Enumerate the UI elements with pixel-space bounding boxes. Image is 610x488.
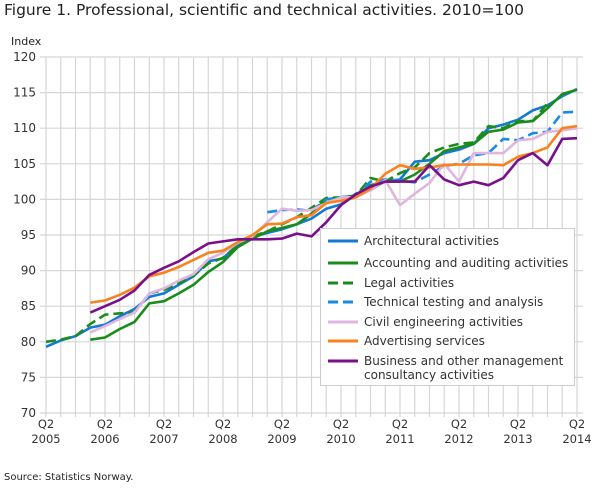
y-tick-label: 110 — [13, 121, 36, 135]
y-axis-label: Index — [11, 35, 42, 48]
x-tick-quarter: Q2 — [333, 417, 349, 431]
y-tick-label: 90 — [21, 264, 36, 278]
x-tick-quarter: Q2 — [451, 417, 467, 431]
legend-label: Architectural activities — [364, 234, 499, 248]
x-tick-year: 2011 — [385, 432, 414, 446]
x-tick-quarter: Q2 — [215, 417, 231, 431]
x-tick-quarter: Q2 — [392, 417, 408, 431]
legend-label: Technical testing and analysis — [363, 295, 543, 309]
legend-label: Advertising services — [364, 334, 485, 348]
source-note: Source: Statistics Norway. — [4, 472, 134, 483]
series-line-3 — [267, 110, 578, 214]
x-tick-year: 2008 — [208, 432, 237, 446]
legend-box — [320, 228, 575, 386]
legend-label: Legal activities — [364, 276, 454, 290]
x-tick-year: 2013 — [503, 432, 532, 446]
x-tick-year: 2005 — [31, 432, 60, 446]
legend-label: Business and other management — [364, 354, 564, 368]
y-tick-label: 75 — [21, 370, 36, 384]
series-line-6 — [89, 136, 578, 314]
x-tick-year: 2012 — [444, 432, 473, 446]
y-tick-label: 85 — [21, 299, 36, 313]
x-tick-year: 2014 — [562, 432, 591, 446]
legend-label-continued: consultancy activities — [364, 368, 494, 382]
chart-title: Figure 1. Professional, scientific and t… — [4, 1, 525, 19]
y-tick-label: 120 — [13, 50, 36, 64]
x-tick-quarter: Q2 — [38, 417, 54, 431]
y-tick-label: 115 — [13, 86, 36, 100]
x-tick-quarter: Q2 — [510, 417, 526, 431]
y-tick-label: 105 — [13, 157, 36, 171]
x-tick-year: 2010 — [326, 432, 355, 446]
series-line-4 — [89, 126, 578, 334]
legend-label: Accounting and auditing activities — [364, 256, 568, 270]
x-tick-quarter: Q2 — [274, 417, 290, 431]
x-tick-quarter: Q2 — [569, 417, 585, 431]
legend-label: Civil engineering activities — [364, 315, 523, 329]
y-tick-label: 80 — [21, 335, 36, 349]
series-line-0 — [45, 87, 578, 348]
y-tick-label: 100 — [13, 192, 36, 206]
x-tick-year: 2007 — [149, 432, 178, 446]
x-tick-year: 2009 — [267, 432, 296, 446]
y-tick-label: 95 — [21, 228, 36, 242]
x-tick-year: 2006 — [90, 432, 119, 446]
x-tick-quarter: Q2 — [97, 417, 113, 431]
series-line-5 — [90, 124, 578, 304]
x-tick-quarter: Q2 — [156, 417, 172, 431]
y-tick-label: 70 — [21, 406, 36, 420]
